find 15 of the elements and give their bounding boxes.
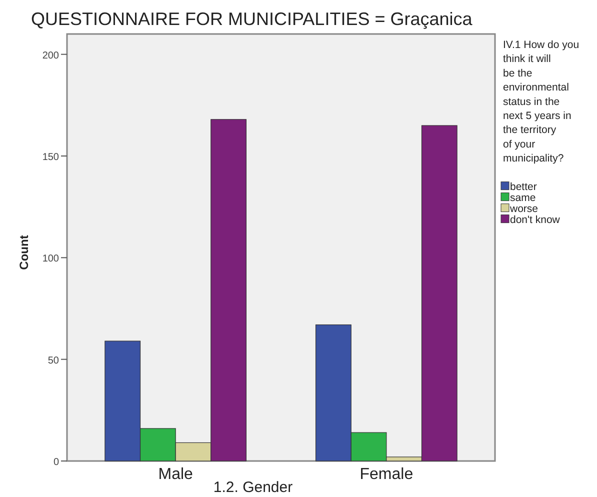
legend-label: don't know bbox=[510, 214, 560, 226]
x-tick-label: Male bbox=[158, 466, 194, 483]
y-tick-label: 0 bbox=[53, 457, 60, 468]
x-tick-label: Female bbox=[360, 466, 414, 483]
legend-label: same bbox=[510, 192, 536, 204]
x-axis-title: 1.2. Gender bbox=[213, 479, 293, 496]
text: IV.1 How do you think it will be the environmental status in the next 5 years in the territory of your municipality? bbox=[503, 39, 580, 165]
y-tick-label: 150 bbox=[42, 152, 60, 163]
legend-label: better bbox=[510, 180, 538, 193]
chart-title: QUESTIONNAIRE FOR MUNICIPALITIES = Graçanica bbox=[31, 9, 474, 29]
y-tick-label: 50 bbox=[48, 355, 60, 366]
y-axis-title: Count bbox=[17, 235, 31, 270]
legend-label: worse bbox=[509, 202, 538, 215]
y-tick-label: 200 bbox=[42, 50, 60, 62]
y-tick-label: 100 bbox=[42, 254, 60, 265]
